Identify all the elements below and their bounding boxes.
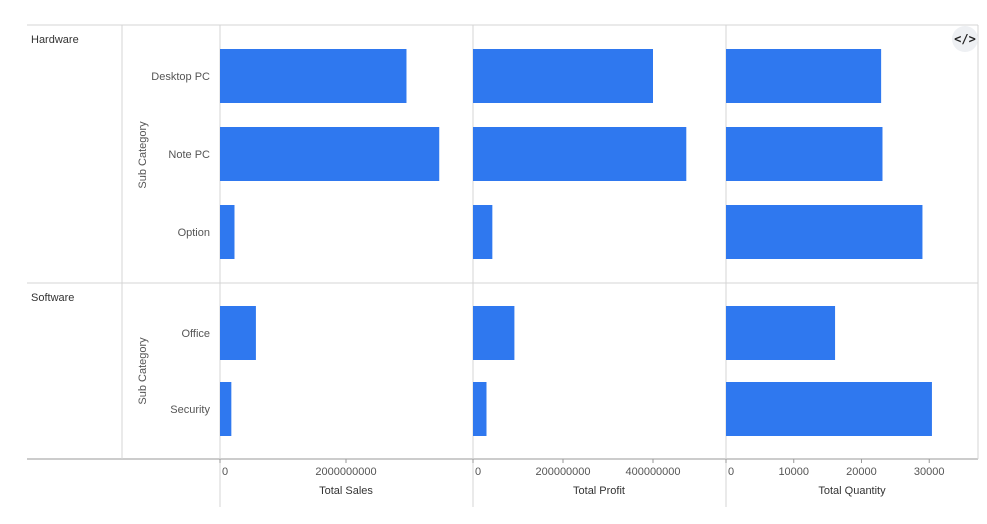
tick-label: 30000 bbox=[914, 466, 945, 478]
bar bbox=[726, 205, 923, 259]
tick-label: 0 bbox=[475, 466, 481, 478]
code-icon[interactable]: </> bbox=[952, 26, 978, 52]
bar bbox=[473, 127, 687, 181]
measure-axis-label: Total Quantity bbox=[818, 485, 886, 497]
tick-label: 20000 bbox=[846, 466, 877, 478]
category-label: Note PC bbox=[168, 149, 210, 161]
category-label: Office bbox=[181, 328, 210, 340]
bar bbox=[726, 127, 883, 181]
bar bbox=[473, 306, 515, 360]
bar bbox=[220, 49, 407, 103]
category-label: Desktop PC bbox=[151, 71, 210, 83]
tick-label: 0 bbox=[728, 466, 734, 478]
bar bbox=[220, 382, 232, 436]
tick-label: 0 bbox=[222, 466, 228, 478]
group-label: Hardware bbox=[31, 34, 79, 46]
tick-label: 2000000000 bbox=[315, 466, 376, 478]
bar bbox=[726, 382, 932, 436]
row-dimension-label: Sub Category bbox=[137, 337, 149, 405]
measure-axis-label: Total Profit bbox=[573, 485, 625, 497]
bar bbox=[220, 306, 256, 360]
measure-axis-label: Total Sales bbox=[319, 485, 373, 497]
tick-label: 10000 bbox=[778, 466, 809, 478]
category-label: Security bbox=[170, 404, 210, 416]
bar bbox=[220, 127, 440, 181]
bar bbox=[220, 205, 235, 259]
bar bbox=[726, 306, 836, 360]
group-label: Software bbox=[31, 292, 74, 304]
bar bbox=[473, 49, 653, 103]
bar bbox=[473, 382, 487, 436]
bar bbox=[473, 205, 493, 259]
tick-label: 200000000 bbox=[535, 466, 590, 478]
category-label: Option bbox=[178, 227, 210, 239]
tick-label: 400000000 bbox=[625, 466, 680, 478]
row-dimension-label: Sub Category bbox=[137, 121, 149, 189]
bar bbox=[726, 49, 882, 103]
